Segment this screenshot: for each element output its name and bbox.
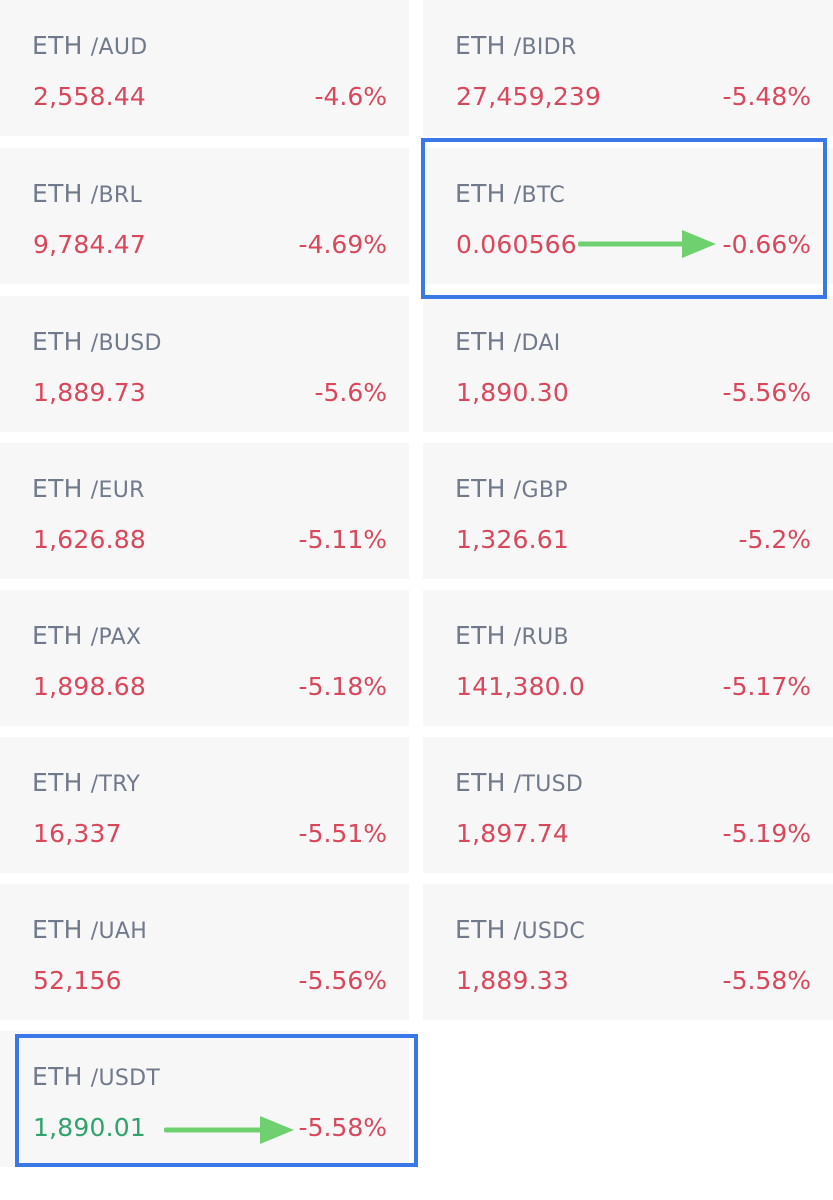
highlight-box-eth-usdt: [15, 1034, 418, 1167]
last-price: 27,459,239: [456, 82, 602, 111]
last-price: 16,337: [33, 819, 122, 848]
quote-asset: /DAI: [513, 331, 561, 356]
ticker-card-eth-try[interactable]: ETH/TRY 16,337 -5.51%: [0, 737, 409, 873]
pair-label: ETH/TRY: [32, 770, 140, 796]
pair-label: ETH/GBP: [455, 476, 568, 502]
quote-asset: /BUSD: [90, 331, 162, 356]
ticker-card-eth-eur[interactable]: ETH/EUR 1,626.88 -5.11%: [0, 443, 409, 579]
last-price: 0.060566: [456, 230, 577, 259]
quote-asset: /EUR: [90, 478, 145, 503]
quote-asset: /RUB: [513, 625, 569, 650]
last-price: 1,897.74: [456, 819, 569, 848]
price-change-percent: -5.56%: [722, 378, 811, 407]
pair-label: ETH/PAX: [32, 623, 141, 649]
price-change-percent: -5.19%: [722, 819, 811, 848]
price-change-percent: -5.11%: [298, 525, 387, 554]
base-asset: ETH: [32, 474, 83, 503]
quote-asset: /TUSD: [513, 772, 584, 797]
price-change-percent: -4.6%: [314, 82, 387, 111]
price-change-percent: -5.17%: [722, 672, 811, 701]
ticker-card-eth-tusd[interactable]: ETH/TUSD 1,897.74 -5.19%: [423, 737, 833, 873]
price-change-percent: -5.58%: [298, 1113, 387, 1142]
base-asset: ETH: [32, 31, 83, 60]
quote-asset: /BIDR: [513, 35, 577, 60]
ticker-card-eth-brl[interactable]: ETH/BRL 9,784.47 -4.69%: [0, 148, 409, 284]
quote-asset: /UAH: [90, 919, 148, 944]
pair-label: ETH/AUD: [32, 33, 148, 59]
base-asset: ETH: [455, 31, 506, 60]
base-asset: ETH: [455, 179, 506, 208]
ticker-card-eth-pax[interactable]: ETH/PAX 1,898.68 -5.18%: [0, 590, 409, 726]
quote-asset: /BRL: [90, 183, 143, 208]
last-price: 2,558.44: [33, 82, 146, 111]
price-change-percent: -5.58%: [722, 966, 811, 995]
last-price: 141,380.0: [456, 672, 586, 701]
ticker-card-eth-dai[interactable]: ETH/DAI 1,890.30 -5.56%: [423, 296, 833, 432]
last-price: 52,156: [33, 966, 122, 995]
ticker-card-eth-bidr[interactable]: ETH/BIDR 27,459,239 -5.48%: [423, 0, 833, 136]
price-change-percent: -0.66%: [722, 230, 811, 259]
price-change-percent: -5.18%: [298, 672, 387, 701]
price-change-percent: -5.48%: [722, 82, 811, 111]
ticker-card-eth-gbp[interactable]: ETH/GBP 1,326.61 -5.2%: [423, 443, 833, 579]
base-asset: ETH: [32, 179, 83, 208]
quote-asset: /USDC: [513, 919, 586, 944]
base-asset: ETH: [32, 768, 83, 797]
right-arrow-icon: [164, 1116, 294, 1144]
pair-label: ETH/USDC: [455, 917, 585, 943]
quote-asset: /USDT: [90, 1066, 161, 1091]
base-asset: ETH: [455, 621, 506, 650]
last-price: 1,890.30: [456, 378, 569, 407]
pair-label: ETH/BIDR: [455, 33, 577, 59]
quote-asset: /PAX: [90, 625, 142, 650]
price-change-percent: -5.51%: [298, 819, 387, 848]
pair-label: ETH/USDT: [32, 1064, 160, 1090]
base-asset: ETH: [32, 621, 83, 650]
pair-label: ETH/BRL: [32, 181, 142, 207]
price-change-percent: -5.56%: [298, 966, 387, 995]
ticker-card-eth-busd[interactable]: ETH/BUSD 1,889.73 -5.6%: [0, 296, 409, 432]
ticker-card-eth-rub[interactable]: ETH/RUB 141,380.0 -5.17%: [423, 590, 833, 726]
last-price: 1,326.61: [456, 525, 569, 554]
pair-label: ETH/UAH: [32, 917, 147, 943]
ticker-card-eth-usdc[interactable]: ETH/USDC 1,889.33 -5.58%: [423, 884, 833, 1020]
pair-label: ETH/BUSD: [32, 329, 162, 355]
base-asset: ETH: [455, 915, 506, 944]
pair-label: ETH/EUR: [32, 476, 145, 502]
base-asset: ETH: [455, 768, 506, 797]
pair-label: ETH/BTC: [455, 181, 565, 207]
last-price: 1,626.88: [33, 525, 146, 554]
base-asset: ETH: [32, 1062, 83, 1091]
base-asset: ETH: [32, 327, 83, 356]
right-arrow-icon: [578, 230, 716, 258]
quote-asset: /GBP: [513, 478, 568, 503]
ticker-card-eth-uah[interactable]: ETH/UAH 52,156 -5.56%: [0, 884, 409, 1020]
quote-asset: /TRY: [90, 772, 141, 797]
price-change-percent: -5.2%: [738, 525, 811, 554]
last-price: 1,890.01: [33, 1113, 146, 1142]
last-price: 1,889.73: [33, 378, 146, 407]
quote-asset: /BTC: [513, 183, 565, 208]
pair-label: ETH/TUSD: [455, 770, 583, 796]
ticker-card-eth-btc[interactable]: ETH/BTC 0.060566 -0.66%: [423, 148, 833, 284]
base-asset: ETH: [32, 915, 83, 944]
pair-label: ETH/DAI: [455, 329, 561, 355]
ticker-card-eth-aud[interactable]: ETH/AUD 2,558.44 -4.6%: [0, 0, 409, 136]
ticker-card-eth-usdt[interactable]: ETH/USDT 1,890.01 -5.58%: [0, 1031, 409, 1167]
last-price: 9,784.47: [33, 230, 146, 259]
last-price: 1,889.33: [456, 966, 569, 995]
quote-asset: /AUD: [90, 35, 148, 60]
base-asset: ETH: [455, 474, 506, 503]
last-price: 1,898.68: [33, 672, 146, 701]
price-change-percent: -4.69%: [298, 230, 387, 259]
price-change-percent: -5.6%: [314, 378, 387, 407]
base-asset: ETH: [455, 327, 506, 356]
pair-label: ETH/RUB: [455, 623, 569, 649]
highlight-box-eth-btc: [421, 138, 827, 299]
